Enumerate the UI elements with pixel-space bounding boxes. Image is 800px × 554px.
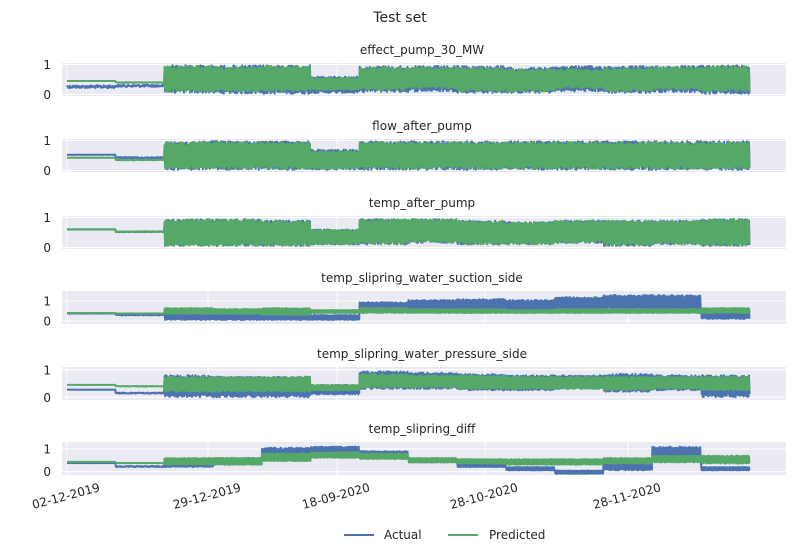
subplot: temp_after_pump 1 0 [43, 196, 786, 255]
y-tick-label: 0 [43, 164, 51, 178]
legend: Actual Predicted [344, 528, 545, 542]
y-tick-label: 0 [43, 391, 51, 405]
subplot: effect_pump_30_MW 1 0 [43, 43, 786, 102]
series-line-predicted [66, 372, 751, 393]
y-tick-label: 0 [43, 465, 51, 479]
x-tick-label: 18-09-2020 [300, 480, 371, 512]
subplot-title: temp_after_pump [369, 196, 475, 210]
series-line-actual [66, 294, 751, 321]
subplots: effect_pump_30_MW10flow_after_pump10temp… [43, 43, 786, 479]
subplot: temp_slipring_water_suction_side 1 0 [43, 271, 786, 329]
y-tick-label: 1 [43, 134, 51, 148]
y-tick-label: 1 [43, 211, 51, 225]
subplot-title: effect_pump_30_MW [360, 43, 484, 57]
y-tick-label: 1 [43, 442, 51, 456]
subplot: temp_slipring_water_pressure_side 1 0 [43, 347, 786, 405]
x-tick-label: 28-11-2020 [591, 480, 662, 512]
subplot: temp_slipring_diff 1 0 [43, 422, 786, 479]
y-tick-label: 0 [43, 88, 51, 102]
series-line-predicted [66, 65, 751, 93]
y-tick-label: 0 [43, 241, 51, 255]
y-tick-label: 0 [43, 315, 51, 329]
y-tick-label: 1 [43, 363, 51, 377]
legend-label-predicted: Predicted [489, 528, 545, 542]
x-axis-ticks: 02-12-2019 29-12-2019 18-09-2020 28-10-2020… [30, 480, 662, 512]
subplot: flow_after_pump 1 0 [43, 119, 786, 178]
x-tick-label: 29-12-2019 [171, 480, 242, 512]
subplot-title: temp_slipring_water_pressure_side [317, 347, 527, 361]
subplot-title: temp_slipring_diff [369, 422, 476, 436]
series-line-predicted [66, 141, 751, 170]
legend-label-actual: Actual [384, 528, 422, 542]
subplot-title: flow_after_pump [372, 119, 472, 133]
series-line-predicted [66, 218, 751, 247]
series-line-predicted [66, 307, 751, 316]
subplot-title: temp_slipring_water_suction_side [321, 271, 523, 285]
y-tick-label: 1 [43, 295, 51, 309]
x-tick-label: 28-10-2020 [448, 480, 519, 512]
x-tick-label: 02-12-2019 [30, 480, 101, 512]
series-line-predicted [66, 451, 751, 466]
figure-title: Test set [372, 10, 427, 26]
y-tick-label: 1 [43, 58, 51, 72]
